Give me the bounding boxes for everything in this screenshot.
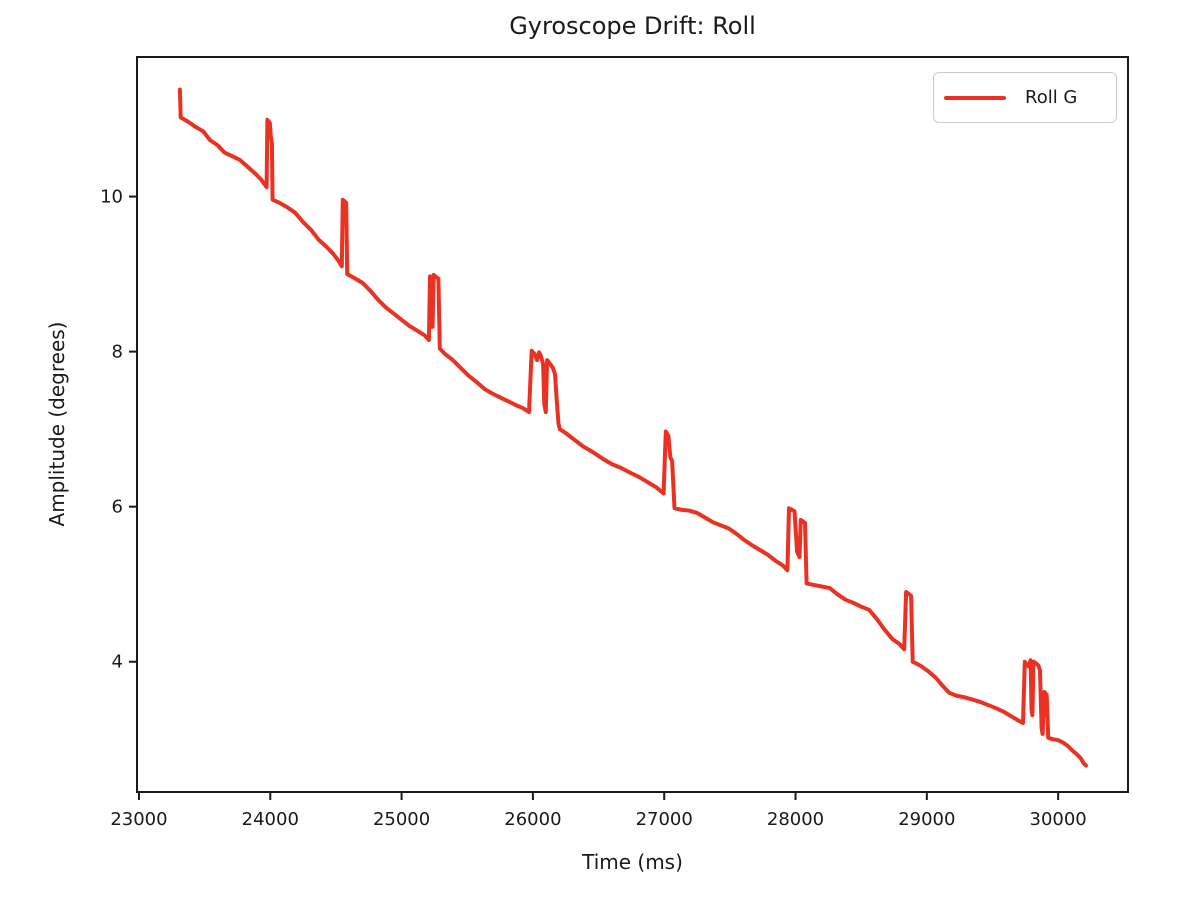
y-tick-label: 10 [100,187,123,208]
x-tick-label: 24000 [242,809,299,830]
x-tick-label: 30000 [1030,809,1087,830]
x-tick-label: 23000 [110,809,167,830]
y-tick-label: 4 [112,652,123,673]
y-tick-label: 8 [112,342,123,363]
axes-frame [136,56,1129,793]
x-tick-label: 26000 [504,809,561,830]
x-tick-label: 25000 [373,809,430,830]
legend-label: Roll G [1025,87,1078,108]
chart-title: Gyroscope Drift: Roll [509,12,756,40]
x-axis-label: Time (ms) [582,850,683,874]
x-tick-label: 29000 [898,809,955,830]
y-tick-label: 6 [112,497,123,518]
x-tick-label: 27000 [636,809,693,830]
series-line-roll-g [177,87,1088,768]
legend: Roll G [933,72,1117,123]
legend-line-swatch [944,95,1006,100]
y-axis-label: Amplitude (degrees) [45,321,69,527]
x-tick-label: 28000 [767,809,824,830]
